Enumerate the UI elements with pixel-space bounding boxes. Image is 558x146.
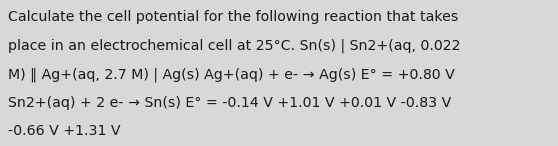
Text: -0.66 V +1.31 V: -0.66 V +1.31 V [8,124,121,138]
Text: place in an electrochemical cell at 25°C. Sn(s) | Sn2+(aq, 0.022: place in an electrochemical cell at 25°C… [8,39,461,53]
Text: Sn2+(aq) + 2 e- → Sn(s) E° = -0.14 V +1.01 V +0.01 V -0.83 V: Sn2+(aq) + 2 e- → Sn(s) E° = -0.14 V +1.… [8,96,451,110]
Text: M) ‖ Ag+(aq, 2.7 M) | Ag(s) Ag+(aq) + e- → Ag(s) E° = +0.80 V: M) ‖ Ag+(aq, 2.7 M) | Ag(s) Ag+(aq) + e-… [8,67,455,82]
Text: Calculate the cell potential for the following reaction that takes: Calculate the cell potential for the fol… [8,10,459,24]
